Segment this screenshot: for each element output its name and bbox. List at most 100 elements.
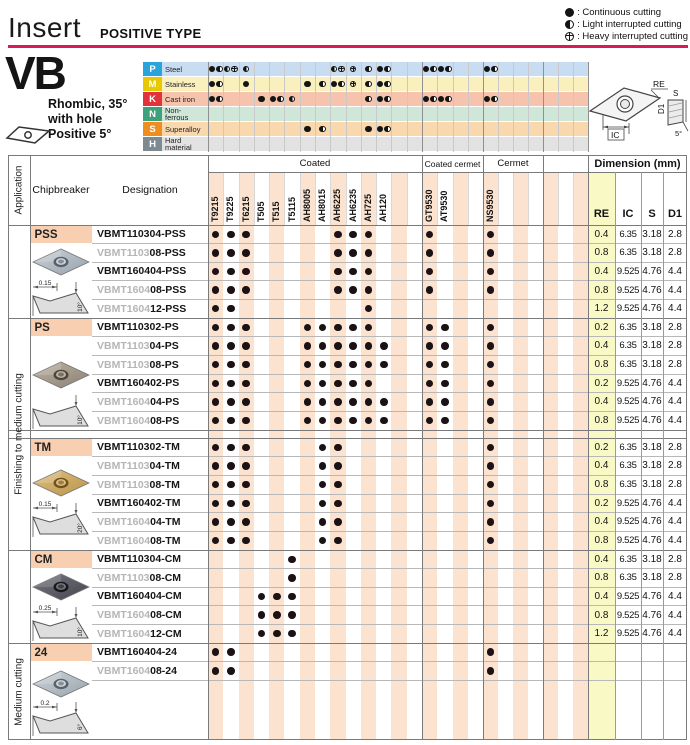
dim-header-S: S bbox=[648, 208, 656, 220]
availability-dot bbox=[486, 286, 495, 294]
availability-dot bbox=[364, 267, 373, 276]
availability-dot bbox=[211, 499, 220, 508]
availability-dot bbox=[288, 611, 296, 619]
dim-value: 4.4 bbox=[668, 265, 682, 277]
availability-dot bbox=[242, 230, 250, 239]
material-mark-cell bbox=[437, 62, 452, 76]
designation-text: 08-TM bbox=[150, 534, 181, 547]
availability-dot bbox=[349, 230, 357, 239]
cutting-mark-c bbox=[565, 19, 575, 29]
material-name-P: Steel bbox=[165, 64, 183, 74]
designation-cell: VBMT160402-TM bbox=[97, 494, 207, 513]
availability-dot bbox=[211, 342, 220, 350]
dim-value: 9.525 bbox=[616, 377, 640, 389]
availability-dot bbox=[334, 267, 342, 276]
availability-dot bbox=[318, 398, 327, 406]
dim-value: 4.76 bbox=[642, 284, 662, 296]
designation-text: 08-PSS bbox=[150, 284, 187, 297]
availability-dot bbox=[211, 267, 220, 276]
dim-value: 1.2 bbox=[594, 628, 609, 640]
availability-dot bbox=[334, 249, 342, 257]
cutting-mark-f bbox=[376, 125, 384, 133]
grade-column-stripe bbox=[452, 172, 468, 740]
cutting-mark-c bbox=[242, 65, 250, 73]
material-mark-cell bbox=[376, 62, 391, 76]
grade-column-stripe bbox=[543, 172, 558, 740]
availability-dot bbox=[288, 574, 296, 582]
dim-value: 4.4 bbox=[668, 284, 682, 296]
designation-text: VBMT160402-TM bbox=[97, 497, 181, 510]
dim-value: 4.4 bbox=[668, 303, 682, 315]
grade-label-text: NS9530 bbox=[485, 189, 495, 222]
dim-value: 3.18 bbox=[642, 321, 662, 333]
designation-prefix: VBMT1604 bbox=[97, 664, 151, 677]
table-vline bbox=[422, 155, 423, 740]
material-grid-colline bbox=[453, 62, 454, 152]
grade-label-GT9530: GT9530 bbox=[422, 172, 437, 225]
section-label-PSS: PSS bbox=[30, 226, 92, 243]
material-mark-cell bbox=[315, 122, 330, 136]
row-separator bbox=[92, 679, 687, 681]
material-grid-colline bbox=[513, 62, 514, 152]
dim-value: 2.8 bbox=[668, 553, 682, 565]
cutting-mark-c bbox=[216, 95, 223, 103]
dim-value: 3.18 bbox=[642, 228, 662, 240]
availability-dot bbox=[334, 379, 342, 388]
cutting-mark-f bbox=[365, 125, 372, 133]
table-vline bbox=[686, 155, 687, 740]
availability-dot bbox=[425, 360, 434, 369]
grade-col-separator bbox=[376, 172, 377, 225]
cutting-mark-f bbox=[376, 80, 384, 88]
designation-cell: VBMT1103 08-CM bbox=[97, 569, 207, 588]
material-mark-cell bbox=[239, 62, 254, 76]
chipbreaker-header: Chipbreaker bbox=[32, 184, 90, 196]
cutting-mark-f bbox=[437, 95, 445, 103]
dim-value: 0.2 bbox=[594, 441, 609, 453]
material-mark-cell bbox=[483, 62, 498, 76]
availability-dot bbox=[486, 443, 495, 452]
grade-col-separator bbox=[558, 172, 559, 225]
row-separator bbox=[92, 474, 687, 476]
designation-prefix: VBMT1604 bbox=[97, 515, 151, 528]
svg-text:10°: 10° bbox=[76, 415, 84, 425]
availability-dot bbox=[318, 443, 327, 452]
dim-value: 2.8 bbox=[668, 479, 682, 491]
availability-dot bbox=[227, 518, 235, 526]
grade-col-separator bbox=[346, 172, 347, 225]
availability-dot bbox=[242, 360, 250, 369]
chipbreaker-photo-CM bbox=[32, 572, 90, 602]
availability-dot bbox=[211, 304, 220, 313]
dim-value: 0.8 bbox=[594, 572, 609, 584]
designation-prefix: VBMT1103 bbox=[97, 246, 150, 259]
availability-dot bbox=[486, 518, 495, 526]
material-mark-cell bbox=[346, 77, 361, 91]
chipbreaker-photo-TM bbox=[32, 468, 90, 498]
availability-dot bbox=[242, 518, 250, 526]
material-mark-cell bbox=[239, 77, 254, 91]
legend-label: : Heavy interrupted cutting bbox=[577, 30, 688, 42]
designation-prefix: VBMT1604 bbox=[97, 284, 151, 297]
material-mark-cell bbox=[483, 92, 498, 106]
grade-column-stripe bbox=[299, 172, 315, 740]
designation-text: 08-PS bbox=[150, 414, 180, 427]
chipbreaker-profile-24: 0.2 6° bbox=[30, 699, 96, 739]
svg-text:0.15: 0.15 bbox=[39, 280, 52, 287]
dim-value: 4.76 bbox=[642, 396, 662, 408]
grade-col-separator bbox=[254, 172, 255, 225]
designation-cell: VBMT110304-PSS bbox=[97, 225, 207, 244]
grade-label-text: AH120 bbox=[378, 193, 389, 222]
availability-dot bbox=[318, 416, 327, 425]
row-separator bbox=[92, 605, 687, 607]
availability-dot bbox=[425, 416, 434, 425]
designation-cell: VBMT1604 08-24 bbox=[97, 662, 207, 681]
availability-dot bbox=[349, 323, 357, 332]
grade-label-text: T9215 bbox=[210, 196, 221, 222]
product-description: Rhombic, 35° with hole Positive 5° bbox=[48, 97, 127, 142]
designation-text: VBMT110304-PSS bbox=[97, 228, 186, 241]
dim-value: 0.2 bbox=[594, 321, 609, 333]
cutting-mark-f bbox=[330, 80, 338, 88]
material-mark-cell bbox=[315, 77, 330, 91]
availability-dot bbox=[441, 360, 449, 369]
availability-dot bbox=[227, 230, 235, 239]
cutting-mark-h bbox=[231, 65, 238, 73]
